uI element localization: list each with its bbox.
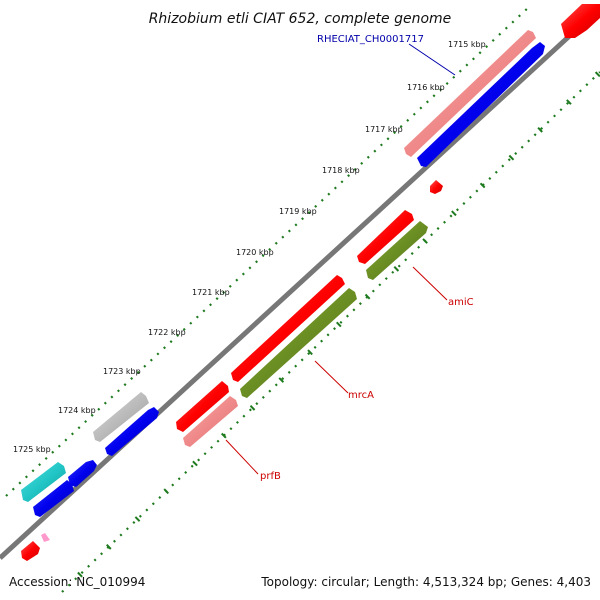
- tick-labels: 1715 kbp 1716 kbp 1717 kbp 1718 kbp 1719…: [13, 40, 486, 454]
- tick-label-1723: 1723 kbp: [103, 367, 141, 376]
- topology-text: Topology: circular; Length: 4,513,324 bp…: [260, 575, 591, 589]
- gene-arrow-prfb-red[interactable]: [176, 381, 229, 432]
- gene-arrow-amic-red[interactable]: [357, 210, 414, 264]
- gene-arrow-mrca-red[interactable]: [231, 275, 345, 382]
- gene-arrow-mrca-olive[interactable]: [240, 288, 357, 398]
- major-tick-mark: [422, 238, 428, 244]
- tick-label-1715: 1715 kbp: [448, 40, 486, 49]
- major-tick-mark: [192, 460, 198, 467]
- gene-label-mrca[interactable]: mrcA: [348, 390, 374, 401]
- major-tick-mark: [508, 154, 515, 161]
- gene-arrow-blue-1724[interactable]: [105, 407, 159, 456]
- genome-backbone: [0, 6, 600, 560]
- gene-arrow-gray-1724[interactable]: [93, 392, 149, 442]
- tick-label-1717: 1717 kbp: [365, 125, 403, 134]
- gene-arrow-top-edge-red[interactable]: [561, 4, 600, 38]
- major-tick-mark: [566, 99, 572, 105]
- gene-arrow-small-blue-1725[interactable]: [68, 460, 97, 487]
- callout-line-rheciat: [408, 43, 456, 76]
- gene-label-rheciat[interactable]: RHECIAT_CH0001717: [317, 34, 424, 45]
- map-title: Rhizobium etli CIAT 652, complete genome: [149, 11, 452, 27]
- gene-arrow-rheciat-ch0001717[interactable]: [404, 30, 536, 157]
- tick-label-1720: 1720 kbp: [236, 248, 274, 257]
- callout-line-prfb: [225, 439, 259, 475]
- tick-rings: [5, 5, 600, 593]
- gene-arrow-bottom-red[interactable]: [21, 541, 40, 561]
- major-tick-mark: [393, 266, 400, 272]
- inner-tick-ring: [61, 71, 600, 593]
- major-tick-mark: [307, 349, 313, 356]
- major-tick-mark: [335, 321, 342, 328]
- major-tick-mark: [134, 516, 141, 522]
- major-tick-mark: [220, 432, 227, 439]
- gene-arrow-prfb-salmon[interactable]: [183, 396, 238, 447]
- major-tick-mark: [249, 405, 256, 411]
- major-tick-mark: [594, 71, 600, 78]
- major-tick-mark: [451, 210, 457, 217]
- major-tick-mark: [163, 488, 170, 495]
- gene-arrow-blue-1717[interactable]: [417, 42, 545, 167]
- tick-label-1718: 1718 kbp: [322, 166, 360, 175]
- gene-arrow-cyan-1725[interactable]: [21, 462, 66, 502]
- major-tick-mark: [537, 127, 543, 133]
- gene-arrow-blue-1725[interactable]: [33, 480, 74, 517]
- major-tick-mark: [77, 571, 83, 578]
- gene-arrow-amic-olive[interactable]: [366, 221, 428, 280]
- gene-callouts: [225, 43, 456, 475]
- gene-features: [21, 4, 600, 561]
- gene-label-prfb[interactable]: prfB: [260, 471, 281, 482]
- gene-labels: RHECIAT_CH0001717 amiC mrcA prfB: [260, 34, 474, 482]
- tick-label-1722: 1722 kbp: [148, 328, 186, 337]
- major-ticks: [77, 71, 600, 578]
- tick-label-1725: 1725 kbp: [13, 445, 51, 454]
- major-tick-mark: [479, 182, 486, 189]
- callout-line-amic: [412, 266, 448, 301]
- tick-label-1724: 1724 kbp: [58, 406, 96, 415]
- tick-label-1716: 1716 kbp: [407, 83, 445, 92]
- callout-line-mrca: [314, 360, 349, 394]
- accession-text: Accession: NC_010994: [9, 575, 145, 589]
- major-tick-mark: [105, 544, 112, 550]
- gene-arrow-tiny-pink[interactable]: [41, 533, 50, 542]
- tick-label-1719: 1719 kbp: [279, 207, 317, 216]
- major-tick-mark: [278, 377, 285, 383]
- gene-arrow-small-red-1718[interactable]: [430, 180, 443, 194]
- gene-label-amic[interactable]: amiC: [448, 297, 474, 308]
- tick-label-1721: 1721 kbp: [192, 288, 230, 297]
- major-tick-mark: [364, 293, 371, 300]
